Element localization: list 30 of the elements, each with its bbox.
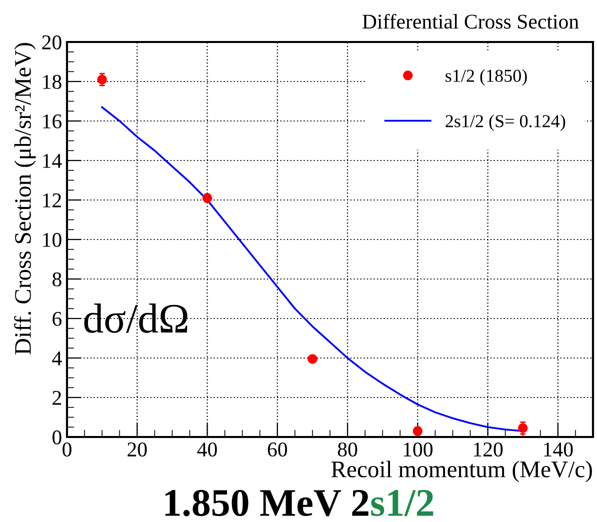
y-tick-label: 10	[43, 232, 62, 247]
x-tick-label: 80	[338, 442, 358, 457]
point	[518, 423, 528, 433]
y-tick-label: 8	[52, 272, 62, 286]
y-tick-label: 6	[52, 312, 62, 326]
legend-label: s1/2 (1850)	[446, 69, 527, 86]
y-tick-label: 0	[52, 430, 62, 444]
point	[97, 74, 107, 84]
x-tick-label: 100	[404, 442, 432, 457]
point	[308, 354, 318, 364]
x-tick-label: 40	[197, 442, 217, 457]
legend-label: 2s1/2 (S= 0.124)	[446, 114, 566, 131]
text: 1.850 MeV 2	[165, 490, 368, 516]
text: s1/2	[371, 490, 434, 516]
y-tick-label: 18	[43, 74, 62, 89]
y-tick-label: 2	[52, 390, 61, 405]
x-tick-label: 20	[128, 442, 147, 457]
y-tick-label: 4	[52, 352, 62, 366]
x-tick-label: 60	[268, 442, 288, 457]
chart-title: Differential Cross Section	[362, 14, 579, 29]
y-tick-label: 16	[43, 114, 62, 128]
y-tick-label: 12	[43, 193, 61, 208]
y-tick-label: 20	[42, 35, 62, 50]
y-axis-title: Diff. Cross Section (μb/sr²/MeV)	[14, 43, 36, 354]
x-tick-label: 0	[62, 442, 72, 457]
x-tick-label: 120	[474, 442, 503, 457]
x-tick-label: 140	[544, 442, 573, 457]
y-tick-label: 14	[43, 154, 62, 168]
x-axis-title: Recoil momentum (MeV/c)	[331, 460, 592, 482]
annotation: dσ/dΩ	[84, 304, 188, 333]
